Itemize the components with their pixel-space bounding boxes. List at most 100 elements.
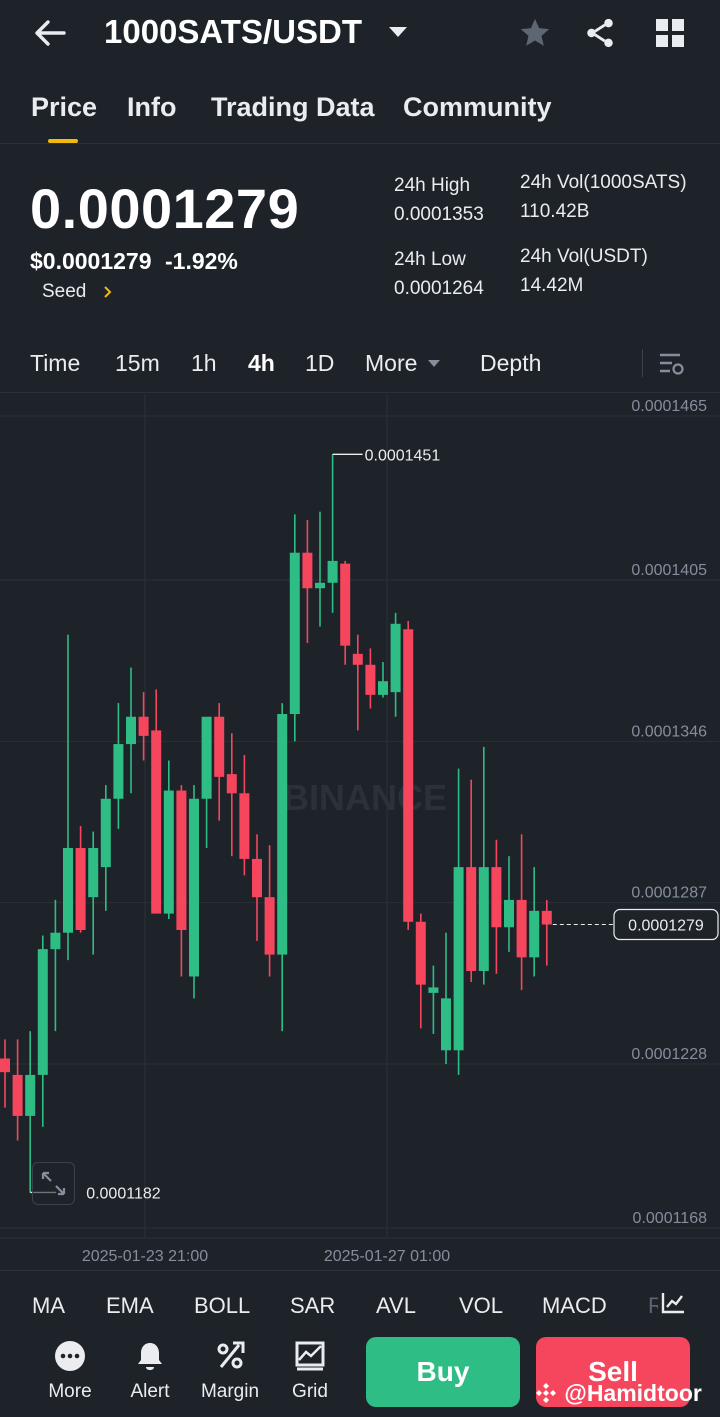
candle-body [428, 987, 439, 993]
y-tick-label: 0.0001168 [633, 1210, 708, 1227]
indicator-ema[interactable]: EMA [106, 1293, 154, 1318]
caret-down-icon[interactable] [427, 359, 441, 368]
x-tick-label: 2025-01-23 21:00 [82, 1248, 208, 1265]
candle-body [12, 1074, 23, 1116]
alert-label: Alert [130, 1381, 170, 1402]
grid-bot-icon [295, 1341, 325, 1371]
pair-title[interactable]: 1000SATS/USDT [104, 13, 362, 50]
candle-body [453, 867, 464, 1051]
indicator-overflow[interactable]: R [648, 1293, 658, 1318]
tab-info[interactable]: Info [127, 92, 177, 122]
interval-1h[interactable]: 1h [191, 350, 217, 376]
candle-body [441, 998, 451, 1051]
margin-action[interactable]: Margin [195, 1340, 265, 1403]
indicator-macd[interactable]: MACD [542, 1293, 607, 1318]
candle-body [541, 910, 552, 925]
more-icon [55, 1341, 85, 1371]
more-label: More [48, 1381, 92, 1402]
tab-trading-data[interactable]: Trading Data [211, 92, 375, 122]
candle-body [100, 798, 111, 868]
candle-body [189, 798, 199, 977]
candle-body [403, 629, 414, 922]
candle-body [252, 858, 262, 898]
indicator-ma[interactable]: MA [32, 1293, 65, 1318]
candle-body [390, 623, 401, 693]
indicator-bar: MA EMA BOLL SAR AVL VOL MACD R [0, 1270, 720, 1332]
active-tab-indicator [48, 139, 78, 143]
star-icon[interactable] [518, 16, 552, 50]
interval-more[interactable]: More [365, 350, 418, 376]
divider [642, 349, 643, 377]
candle-body [50, 932, 61, 950]
interval-bar: Time 15m 1h 4h 1D More Depth [0, 335, 720, 393]
indicator-boll[interactable]: BOLL [194, 1293, 251, 1318]
candle-body [340, 563, 351, 646]
y-tick-label: 0.0001405 [631, 562, 707, 579]
indicator-chart-icon[interactable] [660, 1291, 686, 1315]
indicator-vol[interactable]: VOL [459, 1293, 504, 1318]
bottom-action-bar: More Alert Margin Grid Buy Sell @Hamidto… [0, 1332, 720, 1417]
indicator-sar[interactable]: SAR [290, 1293, 336, 1318]
chart-canvas[interactable]: 0.0001465 0.0001405 0.0001346 0.0001287 0.00… [0, 394, 720, 1268]
indicator-avl[interactable]: AVL [376, 1293, 416, 1318]
vol-quote-value: 14.42M [520, 275, 584, 296]
candle-body [214, 716, 225, 777]
interval-depth[interactable]: Depth [480, 350, 542, 376]
caret-down-icon[interactable] [388, 25, 408, 39]
chart-settings-icon[interactable] [659, 352, 685, 376]
sell-button[interactable]: Sell [536, 1337, 690, 1407]
watermark-text: BINANCE [283, 777, 447, 818]
tab-price[interactable]: Price [31, 92, 98, 122]
candle-body [516, 899, 527, 958]
interval-15m[interactable]: 15m [115, 350, 160, 376]
candle-body [352, 653, 363, 665]
y-tick-label: 0.0001465 [631, 398, 707, 415]
candle-body [239, 793, 250, 859]
top-bar: 1000SATS/USDT [0, 0, 720, 70]
high-value: 0.0001353 [394, 204, 484, 225]
watermark-handle: @Hamidtoor [564, 1380, 702, 1406]
share-icon[interactable] [583, 16, 617, 50]
grid-action[interactable]: Grid [275, 1340, 345, 1403]
interval-time[interactable]: Time [30, 350, 81, 376]
binance-logo-icon [536, 1383, 556, 1403]
interval-1d[interactable]: 1D [305, 350, 335, 376]
candle-body [327, 560, 338, 583]
alert-action[interactable]: Alert [115, 1340, 185, 1403]
candle-body [365, 664, 376, 695]
back-arrow-icon[interactable] [32, 17, 68, 49]
usd-price: $0.0001279 [30, 248, 152, 274]
candle-body [491, 867, 502, 928]
fullscreen-button[interactable] [32, 1162, 75, 1205]
candle-body [264, 897, 275, 955]
margin-icon [217, 1341, 245, 1369]
candle-body [378, 681, 388, 695]
y-tick-label: 0.0001346 [631, 723, 707, 740]
high-marker-label: 0.0001451 [365, 447, 441, 464]
tab-community[interactable]: Community [403, 92, 552, 122]
candlestick-chart[interactable]: 0.0001465 0.0001405 0.0001346 0.0001287 0.00… [0, 394, 720, 1268]
candle-body [113, 744, 124, 799]
last-price-tag-box [613, 908, 719, 941]
interval-4h[interactable]: 4h [248, 350, 275, 376]
last-price-tag: 0.0001279 [628, 918, 704, 935]
candle-body [466, 867, 477, 972]
bell-icon [138, 1343, 162, 1370]
watermark-overlay: @Hamidtoor [534, 1380, 702, 1407]
chevron-right-icon[interactable] [103, 285, 113, 299]
candle-body [201, 716, 212, 799]
expand-icon [41, 1171, 66, 1196]
candle-body [415, 921, 426, 985]
apps-grid-icon[interactable] [655, 18, 685, 48]
x-tick-label: 2025-01-27 01:00 [324, 1248, 450, 1265]
candle-body [138, 716, 149, 736]
candle-body [163, 790, 174, 914]
low-marker-label: 0.0001182 [86, 1185, 161, 1202]
more-action[interactable]: More [35, 1340, 105, 1403]
buy-button[interactable]: Buy [366, 1337, 520, 1407]
low-value: 0.0001264 [394, 278, 484, 299]
vol-base-value: 110.42B [520, 201, 590, 222]
last-price: 0.0001279 [30, 177, 300, 240]
y-tick-label: 0.0001287 [631, 885, 707, 902]
seed-tag[interactable]: Seed [42, 281, 87, 302]
